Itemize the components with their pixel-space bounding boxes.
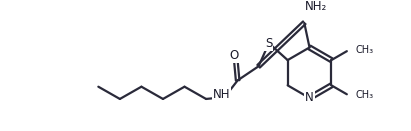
Text: NH: NH (213, 88, 231, 101)
Text: N: N (305, 91, 314, 105)
Text: CH₃: CH₃ (355, 90, 373, 100)
Text: S: S (265, 37, 272, 50)
Text: O: O (230, 49, 239, 62)
Text: CH₃: CH₃ (355, 45, 373, 55)
Text: NH₂: NH₂ (305, 0, 327, 13)
